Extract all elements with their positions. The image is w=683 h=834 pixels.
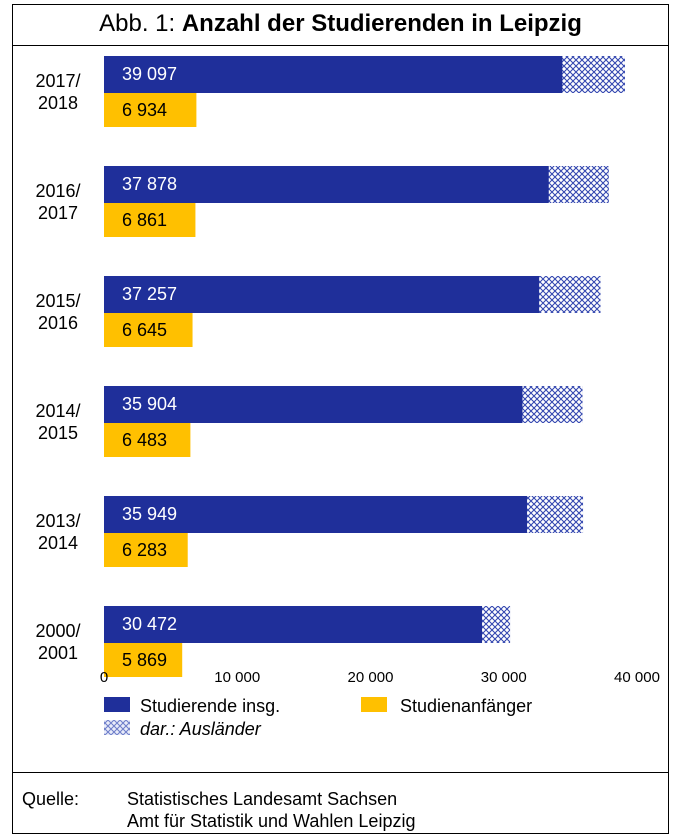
legend-label-beginners: Studienanfänger — [400, 696, 532, 716]
bar-beginners — [104, 423, 191, 457]
category-label: 2017/ — [35, 71, 80, 91]
bar-foreigners — [482, 606, 511, 643]
bar-beginners-label: 6 861 — [122, 210, 167, 230]
category-label: 2016 — [38, 313, 78, 333]
bar-total — [104, 606, 511, 643]
bar-total — [104, 276, 601, 313]
bar-total-label: 37 878 — [122, 174, 177, 194]
bar-foreigners — [539, 276, 601, 313]
bar-total — [104, 166, 609, 203]
legend-label-total: Studierende insg. — [140, 696, 280, 716]
category-label: 2016/ — [35, 181, 80, 201]
bar-total — [104, 386, 583, 423]
legend-swatch-total — [104, 697, 130, 712]
bar-foreigners — [548, 166, 609, 203]
source-line-1: Statistisches Landesamt Sachsen — [127, 789, 398, 809]
bar-beginners-label: 5 869 — [122, 650, 167, 670]
x-tick-label: 20 000 — [348, 669, 394, 686]
category-label: 2000/ — [35, 621, 80, 641]
bar-beginners-label: 6 283 — [122, 540, 167, 560]
category-label: 2015/ — [35, 291, 80, 311]
bar-beginners — [104, 313, 193, 347]
bar-total — [104, 56, 625, 93]
bar-foreigners — [527, 496, 584, 533]
source-section — [12, 772, 669, 773]
bar-beginners — [104, 203, 196, 237]
bar-beginners-label: 6 934 — [122, 100, 167, 120]
title-main: Anzahl der Studierenden in Leipzig — [181, 10, 582, 37]
legend-swatch-foreigners-hatch — [104, 720, 130, 735]
category-label: 2014/ — [35, 401, 80, 421]
category-label: 2018 — [38, 93, 78, 113]
bar-total-label: 37 257 — [122, 284, 177, 304]
source-label: Quelle: — [22, 789, 80, 809]
bar-total-label: 35 949 — [122, 504, 177, 524]
category-label: 2017 — [38, 203, 78, 223]
bar-total-label: 35 904 — [122, 394, 177, 414]
bar-beginners-label: 6 645 — [122, 320, 167, 340]
x-tick-label: 0 — [100, 669, 108, 686]
x-tick-label: 10 000 — [214, 669, 260, 686]
title-prefix: Abb. 1: — [99, 10, 182, 37]
bar-chart: 39 097 6 934 37 878 6 861 37 257 6 645 35 904 6… — [35, 56, 660, 739]
bar-total-label: 30 472 — [122, 614, 177, 634]
bar-foreigners — [562, 56, 625, 93]
category-label: 2014 — [38, 533, 78, 553]
bar-beginners — [104, 533, 188, 567]
category-label: 2015 — [38, 423, 78, 443]
category-label: 2013/ — [35, 511, 80, 531]
source-line-2: Amt für Statistik und Wahlen Leipzig — [127, 811, 416, 831]
bar-foreigners — [522, 386, 583, 423]
x-tick-label: 30 000 — [481, 669, 527, 686]
bar-total-label: 39 097 — [122, 64, 177, 84]
bar-beginners-label: 6 483 — [122, 430, 167, 450]
category-label: 2001 — [38, 643, 78, 663]
bar-total — [104, 496, 584, 533]
bar-beginners — [104, 643, 183, 677]
chart-title: Abb. 1: Anzahl der Studierenden in Leipz… — [12, 4, 669, 46]
bar-beginners — [104, 93, 197, 127]
legend-label-foreigners: dar.: Ausländer — [140, 719, 262, 739]
legend-swatch-beginners — [361, 697, 387, 712]
x-tick-label: 40 000 — [614, 669, 660, 686]
